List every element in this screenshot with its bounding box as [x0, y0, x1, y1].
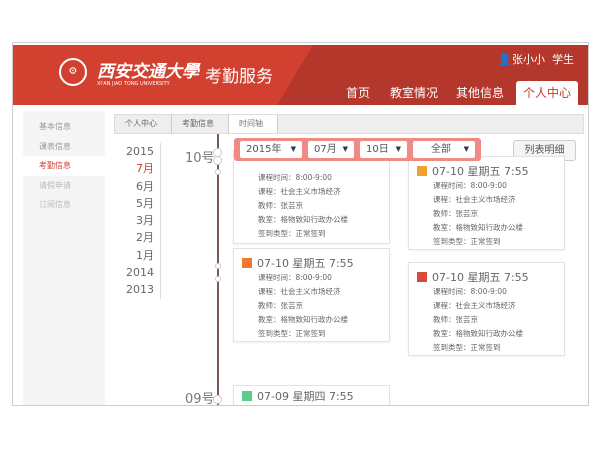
timeline-axis — [217, 134, 219, 405]
card-title: 07-10 星期五 7:55 — [257, 257, 354, 270]
user-icon: 👤 — [498, 53, 512, 66]
university-name-en: XI'AN JIAO TONG UNIVERSITY — [97, 81, 170, 87]
card-teacher: 教师：张芸京 — [433, 315, 478, 324]
sidebar-item-subscribe[interactable]: 订阅信息 — [39, 200, 71, 209]
year-select[interactable]: 2015年 ▼ — [240, 141, 302, 158]
card-room: 教室：格物致知行政办公楼 — [258, 315, 348, 324]
attendance-card[interactable]: 07-10 星期五 7:55 课程时间：8:00-9:00 课程：社会主义市场经济教… — [408, 262, 565, 356]
card-title: 07-10 星期五 7:55 — [432, 271, 529, 284]
user-info[interactable]: 👤张小小 学生 — [498, 51, 574, 67]
attendance-card[interactable]: 课程时间：8:00-9:00 课程：社会主义市场经济 教师：张芸京教室：格物致知行政… — [233, 150, 390, 244]
card-teacher: 教师：张芸京 — [433, 209, 478, 218]
breadcrumb-attendance[interactable]: 考勤信息 — [172, 115, 229, 133]
month-item[interactable]: 2月 — [136, 231, 154, 245]
month-item[interactable]: 3月 — [136, 214, 154, 228]
card-type: 签到类型：正常签到 — [258, 229, 326, 238]
attendance-type-icon — [417, 166, 427, 176]
day-label: 09号 — [185, 392, 215, 406]
attendance-card[interactable]: 07-10 星期五 7:55 课程时间：8:00-9:00 课程：社会主义市场经济教… — [233, 248, 390, 342]
timeline-node[interactable] — [213, 395, 222, 404]
year-item[interactable]: 2014 — [126, 266, 154, 280]
card-room: 教室：格物致知行政办公楼 — [433, 223, 523, 232]
header: ⚙ 西安交通大學 XI'AN JIAO TONG UNIVERSITY 考勤服务… — [13, 45, 588, 105]
sidebar-item-attendance[interactable]: 考勤信息 — [23, 156, 105, 176]
month-item[interactable]: 6月 — [136, 179, 154, 193]
card-course: 课程：社会主义市场经济 — [433, 195, 516, 204]
card-room: 教室：格物致知行政办公楼 — [258, 215, 348, 224]
nav-personal-center[interactable]: 个人中心 — [516, 81, 578, 105]
date-filter-bar: 2015年 ▼ 07月 ▼ 10日 ▼ 全部 ▼ — [234, 138, 481, 161]
university-name: 西安交通大學 — [97, 62, 199, 82]
timeline-node[interactable] — [215, 263, 221, 269]
card-title: 07-10 星期五 7:55 — [432, 165, 529, 178]
user-role: 学生 — [552, 53, 574, 66]
month-item[interactable]: 7月 — [136, 162, 154, 176]
nav-classroom[interactable]: 教室情况 — [389, 86, 438, 100]
service-title: 考勤服务 — [205, 67, 273, 87]
attendance-type-icon — [242, 391, 252, 401]
app-window: ⚙ 西安交通大學 XI'AN JIAO TONG UNIVERSITY 考勤服务… — [12, 42, 589, 406]
card-time: 课程时间：8:00-9:00 — [258, 273, 332, 282]
timeline-node[interactable] — [215, 276, 221, 282]
month-item[interactable]: 5月 — [136, 196, 154, 210]
sidebar-item-basic-info[interactable]: 基本信息 — [39, 122, 71, 131]
user-name: 张小小 — [512, 53, 545, 66]
card-type: 签到类型：正常签到 — [433, 237, 501, 246]
dropdown-arrow-icon: ▼ — [395, 145, 401, 153]
dropdown-arrow-icon: ▼ — [463, 145, 469, 153]
year-month-nav: 2015 7月 6月 5月 3月 2月 1月 2014 2013 — [121, 143, 161, 299]
dropdown-arrow-icon: ▼ — [342, 145, 348, 153]
type-select[interactable]: 全部 ▼ — [413, 141, 475, 158]
timeline-node[interactable] — [213, 156, 222, 165]
nav-home[interactable]: 首页 — [345, 86, 370, 100]
sidebar-item-schedule[interactable]: 课表信息 — [39, 141, 71, 151]
day-select[interactable]: 10日 ▼ — [360, 141, 407, 158]
month-item[interactable]: 1月 — [136, 248, 154, 262]
card-type: 签到类型：正常签到 — [258, 329, 326, 338]
sidebar-item-leave[interactable]: 请假申请 — [39, 180, 71, 190]
month-select[interactable]: 07月 ▼ — [308, 141, 354, 158]
card-teacher: 教师：张芸京 — [258, 201, 303, 210]
card-course: 课程：社会主义市场经济 — [258, 187, 341, 196]
day-label: 10号 — [185, 151, 215, 166]
sidebar: 基本信息 课表信息 考勤信息 请假申请 订阅信息 — [23, 111, 105, 405]
nav-other-info[interactable]: 其他信息 — [455, 86, 504, 100]
dropdown-arrow-icon: ▼ — [290, 145, 296, 153]
card-teacher: 教师：张芸京 — [258, 301, 303, 310]
card-type: 签到类型：正常签到 — [433, 343, 501, 352]
attendance-card[interactable]: 07-10 星期五 7:55 课程时间：8:00-9:00 课程：社会主义市场经济教… — [408, 156, 565, 250]
card-time: 课程时间：8:00-9:00 — [433, 181, 507, 190]
breadcrumb-personal[interactable]: 个人中心 — [115, 115, 172, 133]
card-room: 教室：格物致知行政办公楼 — [433, 329, 523, 338]
card-time: 课程时间：8:00-9:00 — [258, 173, 332, 182]
card-time: 课程时间：8:00-9:00 — [433, 287, 507, 296]
breadcrumb-timeline: 时间轴 — [229, 115, 278, 133]
card-course: 课程：社会主义市场经济 — [258, 287, 341, 296]
university-logo-icon: ⚙ — [59, 58, 87, 86]
attendance-card[interactable]: 07-09 星期四 7:55 — [233, 385, 390, 405]
breadcrumb: 个人中心 考勤信息 时间轴 — [114, 114, 584, 134]
card-course: 课程：社会主义市场经济 — [433, 301, 516, 310]
timeline-node[interactable] — [215, 169, 221, 175]
year-item[interactable]: 2015 — [126, 145, 154, 158]
attendance-type-icon — [417, 272, 427, 282]
year-item[interactable]: 2013 — [126, 283, 154, 297]
card-title: 07-09 星期四 7:55 — [257, 390, 354, 403]
attendance-type-icon — [242, 258, 252, 268]
